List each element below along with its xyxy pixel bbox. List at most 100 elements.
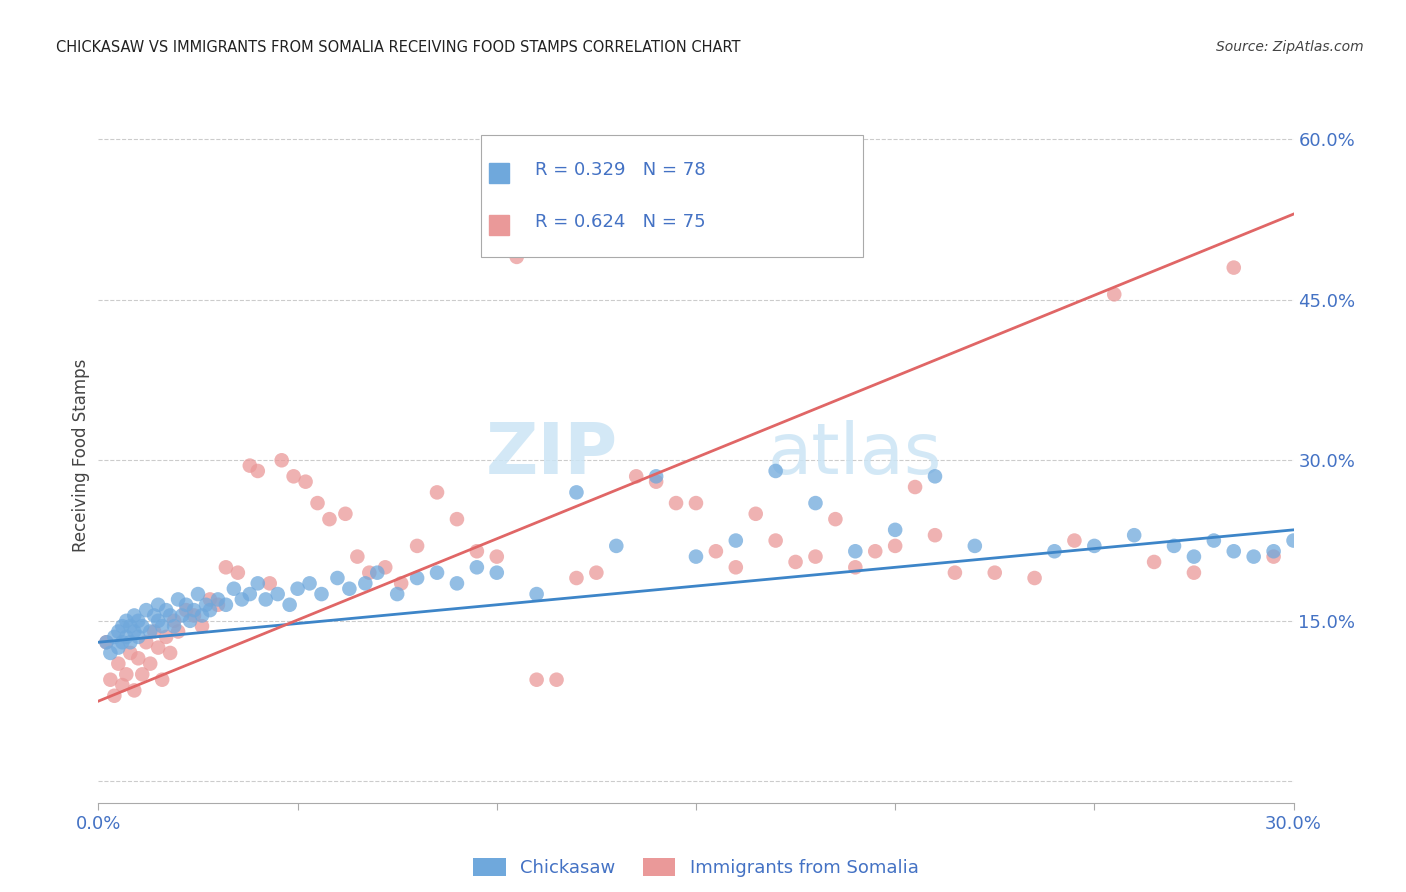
Point: [624, 469, 647, 483]
Point: [131, 667, 153, 681]
Point: [107, 624, 129, 639]
Point: [724, 533, 747, 548]
Legend: Chickasaw, Immigrants from Somalia: Chickasaw, Immigrants from Somalia: [467, 850, 925, 884]
Point: [724, 560, 747, 574]
Point: [884, 539, 907, 553]
Point: [1043, 544, 1066, 558]
Point: [131, 619, 153, 633]
Point: [167, 624, 190, 639]
Point: [115, 630, 138, 644]
Point: [246, 464, 269, 478]
Point: [1083, 539, 1105, 553]
Point: [863, 544, 886, 558]
Point: [307, 496, 329, 510]
Point: [187, 587, 209, 601]
Point: [294, 475, 316, 489]
Point: [1282, 533, 1305, 548]
Point: [159, 608, 181, 623]
Point: [167, 592, 190, 607]
Point: [111, 678, 134, 692]
Point: [963, 539, 986, 553]
Point: [155, 603, 177, 617]
Point: [389, 576, 412, 591]
Point: [283, 469, 305, 483]
Point: [174, 598, 197, 612]
Point: [270, 453, 292, 467]
Point: [155, 630, 177, 644]
Point: [844, 560, 866, 574]
Point: [605, 539, 627, 553]
Point: [359, 566, 381, 580]
Point: [148, 598, 170, 612]
Point: [904, 480, 927, 494]
Point: [198, 603, 221, 617]
Point: [148, 614, 170, 628]
Point: [374, 560, 396, 574]
Point: [198, 592, 221, 607]
Text: ZIP: ZIP: [486, 420, 619, 490]
Point: [115, 614, 138, 628]
Point: [1163, 539, 1185, 553]
Point: [150, 673, 173, 687]
Point: [1123, 528, 1146, 542]
Point: [346, 549, 368, 564]
Point: [215, 598, 238, 612]
Point: [246, 576, 269, 591]
Point: [546, 673, 568, 687]
Point: [465, 544, 488, 558]
Point: [143, 624, 166, 639]
Point: [111, 635, 134, 649]
Point: [115, 667, 138, 681]
Point: [565, 485, 588, 500]
Point: [179, 614, 201, 628]
Point: [1182, 549, 1205, 564]
Point: [183, 603, 205, 617]
Point: [385, 587, 409, 601]
Point: [1263, 549, 1285, 564]
Point: [1222, 260, 1246, 275]
Point: [96, 635, 118, 649]
Point: [107, 640, 129, 655]
Point: [804, 549, 827, 564]
Point: [526, 587, 548, 601]
Text: atlas: atlas: [768, 420, 942, 490]
Point: [124, 624, 146, 639]
Point: [645, 475, 668, 489]
Point: [127, 630, 149, 644]
Point: [207, 598, 229, 612]
Point: [1222, 544, 1246, 558]
Point: [665, 496, 688, 510]
Y-axis label: Receiving Food Stamps: Receiving Food Stamps: [72, 359, 90, 551]
Point: [174, 603, 197, 617]
Text: Source: ZipAtlas.com: Source: ZipAtlas.com: [1216, 40, 1364, 54]
Point: [163, 619, 186, 633]
Point: [1202, 533, 1225, 548]
Point: [163, 614, 186, 628]
Point: [765, 533, 787, 548]
Point: [215, 560, 238, 574]
Point: [139, 624, 162, 639]
Point: [506, 250, 529, 264]
Point: [172, 608, 194, 623]
Point: [824, 512, 846, 526]
Point: [120, 646, 142, 660]
Point: [259, 576, 281, 591]
Point: [287, 582, 309, 596]
Point: [765, 464, 787, 478]
Point: [1143, 555, 1166, 569]
Text: R = 0.624   N = 75: R = 0.624 N = 75: [534, 213, 706, 231]
Point: [159, 646, 181, 660]
Text: R = 0.329   N = 78: R = 0.329 N = 78: [534, 161, 706, 178]
Point: [148, 640, 170, 655]
Point: [585, 566, 607, 580]
Point: [446, 512, 468, 526]
Point: [1102, 287, 1125, 301]
Point: [298, 576, 321, 591]
Point: [222, 582, 245, 596]
Point: [844, 544, 866, 558]
Point: [318, 512, 340, 526]
Point: [426, 485, 449, 500]
Point: [191, 619, 214, 633]
Point: [366, 566, 388, 580]
Point: [98, 646, 122, 660]
